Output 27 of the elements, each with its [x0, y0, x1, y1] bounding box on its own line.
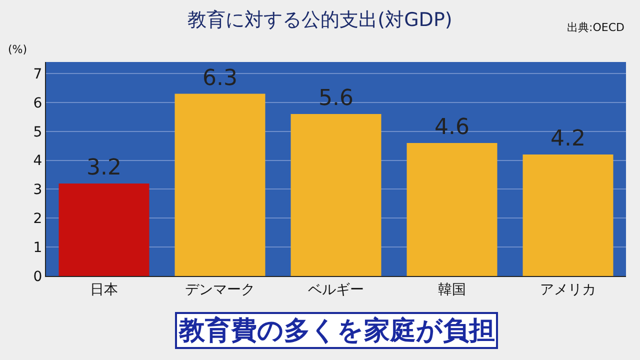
y-tick-label: 2 [33, 211, 42, 228]
source-note: 出典:OECD [567, 21, 624, 34]
x-tick-label: デンマーク [185, 282, 255, 298]
y-tick-label: 5 [33, 124, 42, 140]
y-tick-label: 6 [33, 95, 42, 112]
bar [174, 94, 266, 276]
text: 教育費の多くを家庭が負担 [178, 315, 495, 346]
y-tick-label: 1 [33, 240, 42, 256]
data-label: 4.2 [550, 126, 586, 152]
y-tick-label: 3 [33, 182, 42, 198]
bar [58, 183, 150, 276]
data-label: 5.6 [318, 86, 354, 112]
x-tick-label: 韓国 [438, 282, 466, 298]
bar [522, 154, 614, 276]
x-tick-label: アメリカ [540, 282, 596, 298]
x-tick-label: ベルギー [308, 282, 364, 298]
bar [406, 142, 498, 276]
data-label: 4.6 [434, 114, 470, 140]
bar [290, 114, 382, 276]
x-tick-label: 日本 [90, 282, 118, 298]
y-axis-title: (%) [8, 43, 28, 56]
data-label: 6.3 [202, 66, 238, 91]
y-tick-label: 0 [33, 268, 42, 285]
y-tick-label: 4 [33, 153, 42, 170]
chart-title: 教育に対する公的支出(対GDP) [188, 8, 452, 31]
data-label: 3.2 [86, 155, 122, 180]
y-tick-label: 7 [33, 66, 42, 82]
